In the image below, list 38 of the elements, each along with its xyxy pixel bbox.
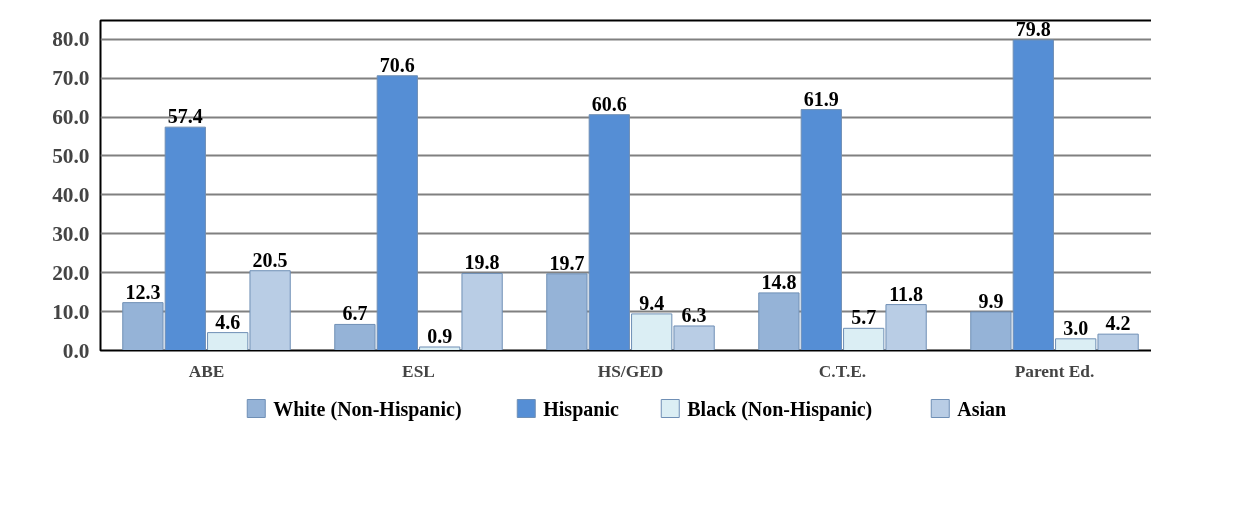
data-label: 4.2	[1105, 312, 1131, 335]
data-label: 4.6	[215, 310, 241, 333]
data-label: 0.9	[427, 325, 453, 347]
data-label: 60.6	[591, 92, 627, 115]
y-tick-label: 10.0	[52, 299, 90, 324]
data-label: 6.7	[342, 302, 368, 325]
x-tick-label: ESL	[402, 361, 435, 381]
data-label: 9.9	[978, 289, 1004, 312]
data-label: 19.8	[464, 251, 500, 274]
y-tick-label: 30.0	[52, 221, 90, 246]
data-label: 6.3	[681, 303, 707, 326]
data-label: 9.4	[639, 291, 665, 314]
y-tick-label: 80.0	[52, 27, 90, 52]
data-label: 14.8	[761, 270, 797, 293]
x-tick-label: Parent Ed.	[1014, 361, 1095, 381]
x-tick-label: C.T.E.	[818, 361, 867, 381]
y-tick-label: 70.0	[52, 66, 90, 91]
data-label: 19.7	[549, 251, 585, 274]
data-label: 79.8	[1015, 17, 1051, 40]
data-label: 70.6	[379, 53, 415, 76]
y-tick-label: 20.0	[52, 260, 90, 285]
legend-label: White (Non-Hispanic)	[273, 397, 462, 421]
data-label: 57.4	[167, 105, 203, 128]
data-label: 3.0	[1063, 316, 1089, 339]
data-label: 12.3	[125, 280, 161, 303]
data-label: 61.9	[803, 87, 839, 110]
x-tick-label: ABE	[188, 361, 225, 381]
data-label: 20.5	[252, 248, 288, 271]
y-tick-label: 0.0	[62, 338, 90, 363]
y-tick-label: 50.0	[52, 143, 90, 168]
data-label: 5.7	[851, 306, 877, 329]
legend-label: Asian	[957, 397, 1007, 420]
data-label: 11.8	[889, 282, 924, 305]
legend-label: Hispanic	[543, 397, 619, 421]
x-tick-label: HS/GED	[597, 361, 664, 381]
y-tick-label: 40.0	[52, 182, 90, 207]
legend-label: Black (Non-Hispanic)	[687, 397, 873, 421]
y-tick-label: 60.0	[52, 105, 90, 130]
